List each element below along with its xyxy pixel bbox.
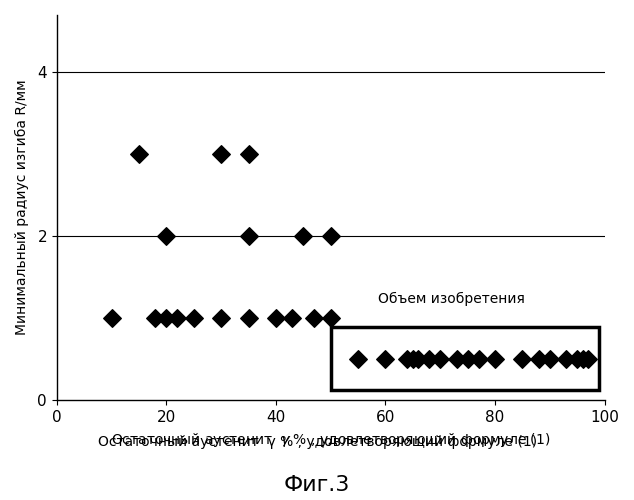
Text: Остаточный аустенит  γ % , удовлетворяющий формуле (1): Остаточный аустенит γ % , удовлетворяющи…: [98, 436, 538, 450]
Point: [309, 314, 320, 322]
Point: [435, 356, 445, 364]
Point: [134, 150, 144, 158]
Point: [545, 356, 555, 364]
Point: [161, 232, 171, 240]
Point: [403, 356, 413, 364]
Point: [326, 314, 336, 322]
Point: [413, 356, 424, 364]
Point: [451, 356, 462, 364]
Point: [243, 314, 254, 322]
Point: [583, 356, 593, 364]
Point: [243, 150, 254, 158]
Point: [161, 314, 171, 322]
Point: [172, 314, 183, 322]
Point: [216, 150, 226, 158]
Point: [189, 314, 199, 322]
Point: [216, 314, 226, 322]
Point: [353, 356, 363, 364]
Point: [578, 356, 588, 364]
Point: [298, 232, 308, 240]
Point: [490, 356, 500, 364]
Bar: [331, 326, 599, 390]
Point: [424, 356, 434, 364]
Point: [380, 356, 391, 364]
Point: [287, 314, 297, 322]
Point: [534, 356, 544, 364]
Text: Объем изобретения: Объем изобретения: [378, 292, 524, 306]
Point: [150, 314, 160, 322]
Point: [463, 356, 473, 364]
Point: [572, 356, 582, 364]
X-axis label: Остаточный аустенит  $\mathit{\gamma}$ % , удовлетворяющий формуле (1): Остаточный аустенит $\mathit{\gamma}$ % …: [111, 430, 550, 448]
Point: [107, 314, 117, 322]
Point: [243, 232, 254, 240]
Point: [326, 232, 336, 240]
Point: [474, 356, 484, 364]
Point: [561, 356, 571, 364]
Point: [408, 356, 418, 364]
Text: Фиг.3: Фиг.3: [284, 475, 350, 495]
Y-axis label: Минимальный радиус изгиба R/мм: Минимальный радиус изгиба R/мм: [15, 80, 29, 336]
Point: [271, 314, 281, 322]
Point: [517, 356, 527, 364]
